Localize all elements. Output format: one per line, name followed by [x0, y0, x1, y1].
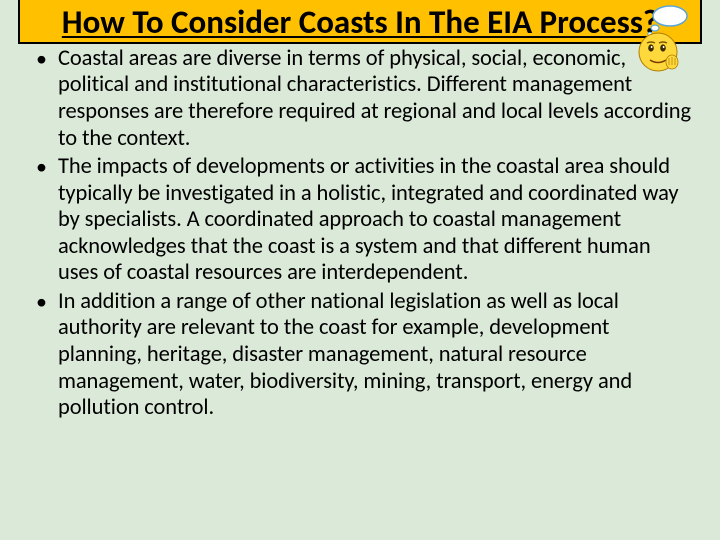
bullet-item: The impacts of developments or activitie… [28, 154, 692, 287]
bullet-item: In addition a range of other national le… [28, 289, 692, 422]
slide-title: How To Consider Coasts In The EIA Proces… [62, 4, 658, 42]
bullet-item: Coastal areas are diverse in terms of ph… [28, 46, 692, 152]
bullet-list: Coastal areas are diverse in terms of ph… [28, 46, 692, 422]
title-bar: How To Consider Coasts In The EIA Proces… [18, 0, 702, 44]
slide-body: Coastal areas are diverse in terms of ph… [0, 44, 720, 422]
